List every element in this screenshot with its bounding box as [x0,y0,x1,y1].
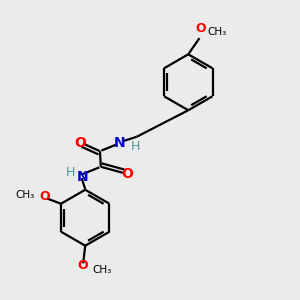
Text: H: H [130,140,140,153]
Text: N: N [77,170,88,184]
Text: O: O [39,190,50,202]
Text: O: O [196,22,206,35]
Text: CH₃: CH₃ [208,27,227,37]
Text: O: O [78,259,88,272]
Text: H: H [66,166,75,179]
Text: O: O [74,136,86,150]
Text: CH₃: CH₃ [16,190,35,200]
Text: N: N [114,136,125,150]
Text: O: O [121,167,133,181]
Text: CH₃: CH₃ [93,266,112,275]
